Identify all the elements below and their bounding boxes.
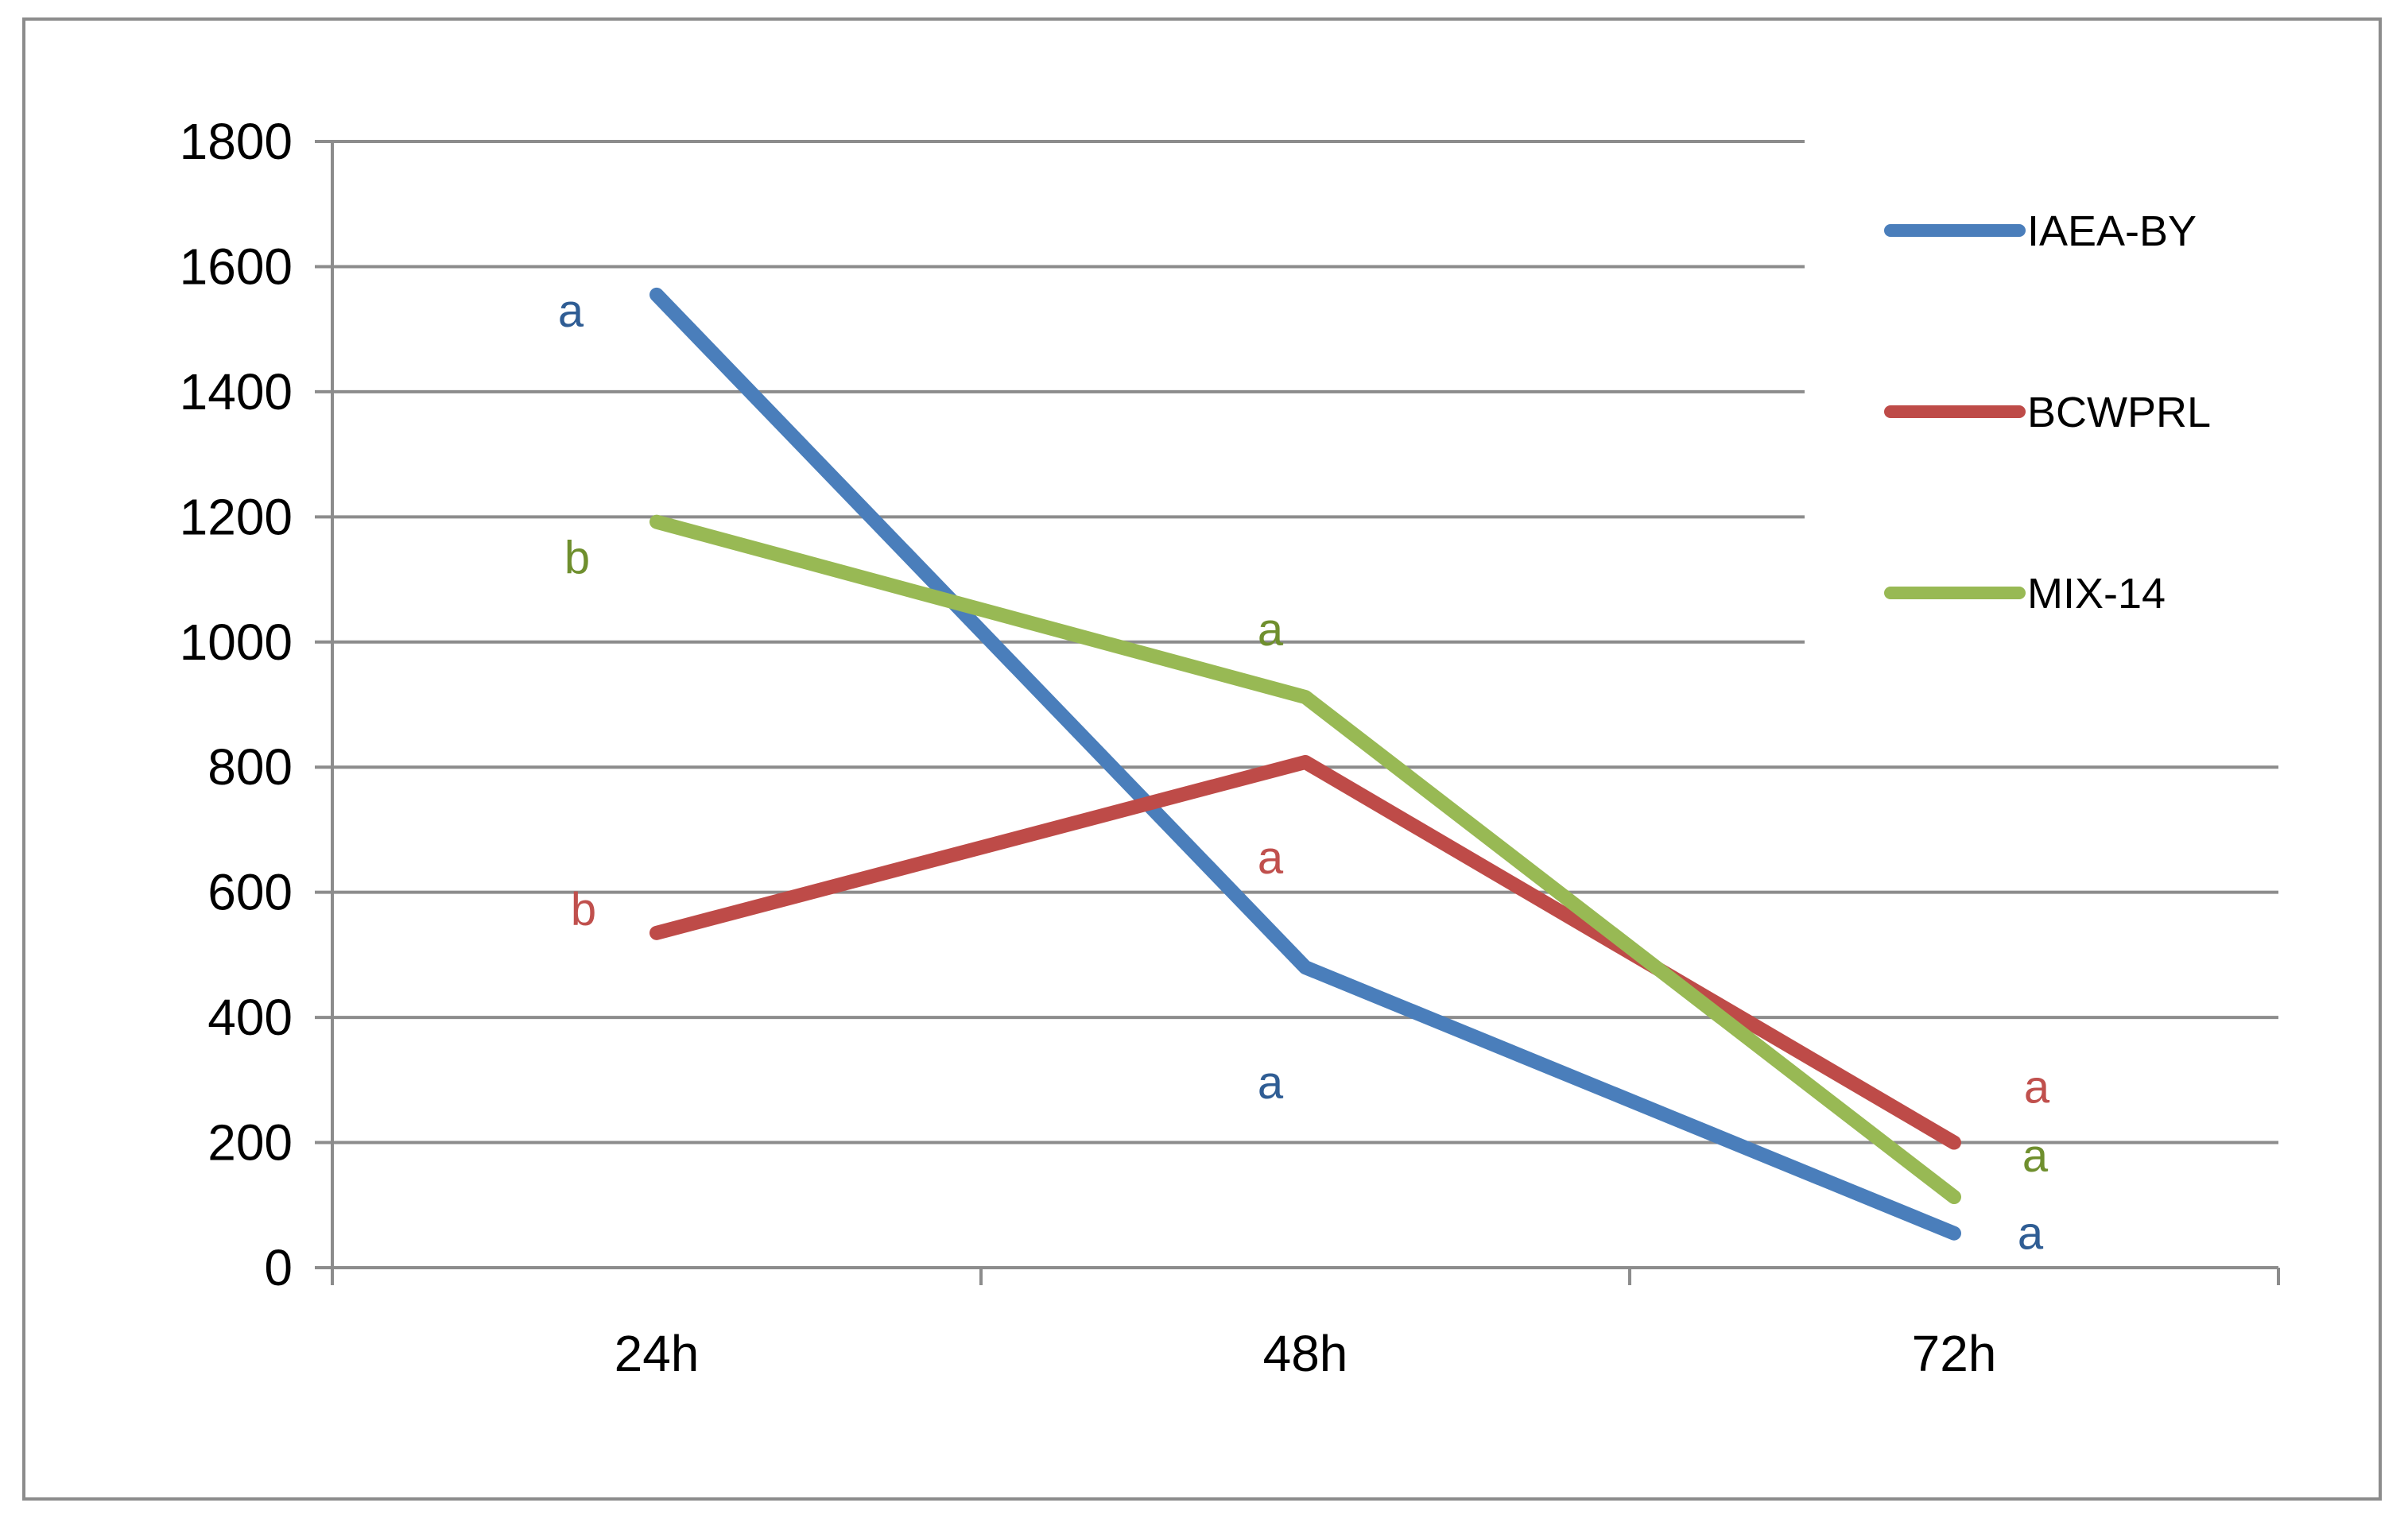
legend-label: IAEA-BY: [2027, 207, 2197, 255]
y-tick-label: 1200: [180, 488, 293, 545]
series-line-bcwprl: [650, 754, 1961, 1150]
annotation-label: a: [2022, 1130, 2049, 1182]
series-lines: [650, 287, 1961, 1241]
legend-box: [1805, 140, 2278, 649]
data-point: [1953, 1142, 1955, 1144]
y-tick-label: 200: [207, 1114, 293, 1172]
data-point: [1305, 966, 1306, 968]
legend-background: [1805, 140, 2278, 649]
legend: IAEA-BY BCWPRL MIX-14: [1884, 207, 2211, 618]
y-tick-label: 1800: [180, 113, 293, 170]
y-tick-label: 800: [207, 738, 293, 796]
x-tick-label: 72h: [1912, 1325, 1997, 1382]
y-tick-label: 0: [264, 1239, 293, 1296]
annotation-label: a: [1258, 832, 1284, 884]
data-point: [1305, 761, 1306, 763]
annotation-label: b: [564, 533, 590, 584]
y-tick-label: 600: [207, 864, 293, 921]
annotation-label: a: [2024, 1062, 2050, 1114]
x-axis-ticks: 24h 48h 72h: [331, 1268, 2280, 1382]
legend-label: MIX-14: [2027, 570, 2166, 618]
y-tick-label: 1600: [180, 238, 293, 295]
x-tick-label: 48h: [1263, 1325, 1348, 1382]
y-axis-ticks: 0 200 400 600 800 1000 1200 1400 1600 1800: [180, 113, 332, 1296]
annotation-label: a: [1258, 604, 1284, 656]
x-tick-label: 24h: [615, 1325, 700, 1382]
data-point: [1953, 1196, 1955, 1198]
annotation-label: a: [1258, 1057, 1284, 1109]
y-tick-label: 1400: [180, 363, 293, 420]
data-point: [1953, 1233, 1955, 1234]
series-line-mix-14: [650, 514, 1961, 1205]
annotation-label: b: [571, 884, 596, 935]
y-tick-label: 1000: [180, 614, 293, 671]
axes: [331, 141, 2278, 1285]
annotation-label: a: [558, 285, 584, 337]
data-point: [1305, 696, 1306, 698]
y-tick-label: 400: [207, 989, 293, 1046]
annotation-label: a: [2018, 1208, 2044, 1260]
legend-label: BCWPRL: [2027, 389, 2211, 436]
